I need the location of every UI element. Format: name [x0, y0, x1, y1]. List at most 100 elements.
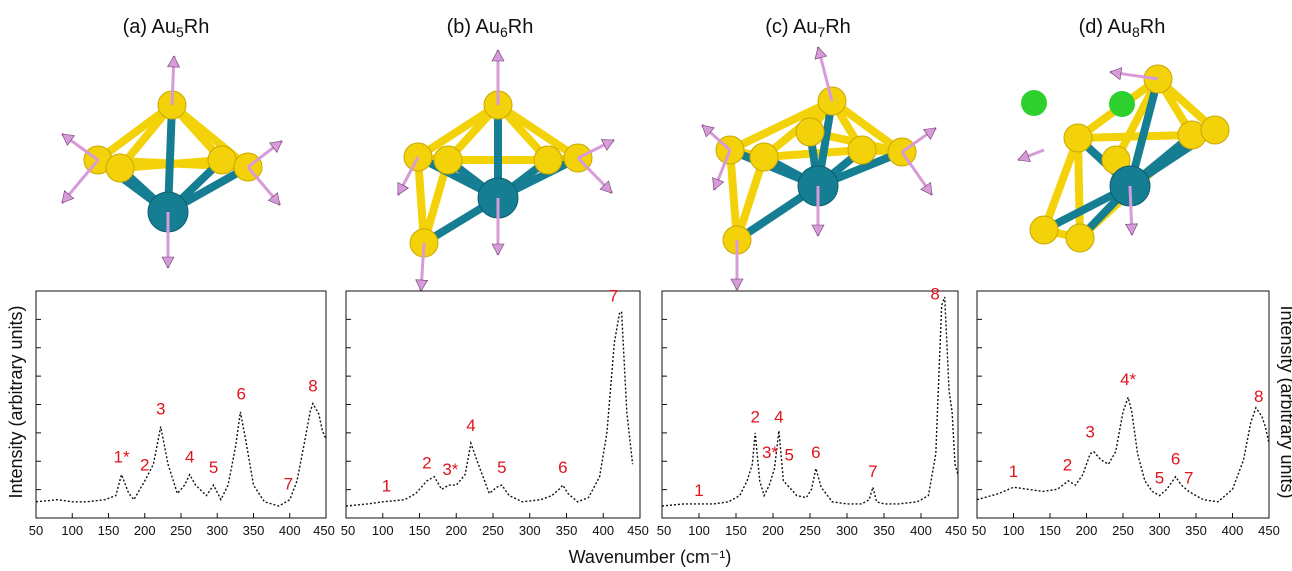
panel-title-c: (c) Au7Rh — [765, 16, 851, 40]
peak-label: 8 — [308, 376, 317, 395]
x-tick-label: 300 — [836, 523, 858, 538]
vibration-arrowhead — [1017, 149, 1031, 163]
x-tick-label: 100 — [1003, 523, 1025, 538]
x-tick-label: 450 — [313, 523, 335, 538]
vibration-arrowhead — [415, 279, 429, 292]
green-atom — [1109, 91, 1135, 117]
au-bond — [726, 97, 836, 154]
spectrum-line — [345, 310, 634, 507]
vibration-arrowhead — [269, 140, 283, 154]
x-tick-label: 200 — [762, 523, 784, 538]
vibration-arrowhead — [600, 139, 615, 151]
peak-label: 7 — [1184, 468, 1193, 487]
peak-label: 3* — [442, 460, 458, 479]
vibration-arrowhead — [730, 278, 744, 291]
x-tick-label: 300 — [519, 523, 541, 538]
x-tick-label: 350 — [873, 523, 895, 538]
peak-label: 7 — [868, 462, 877, 481]
x-tick-label: 50 — [29, 523, 43, 538]
au-bond — [1040, 134, 1082, 234]
spectrum-panel-a: 50 100 150 200 250 300 350 400 450 1* 2 3 45 6 7 8 — [29, 290, 335, 538]
x-tick-label: 400 — [592, 523, 614, 538]
au-atom — [105, 153, 135, 183]
vibration-arrowhead — [61, 190, 75, 204]
x-tick-label: 300 — [1149, 523, 1171, 538]
spectrum-line — [35, 401, 327, 507]
y-axis-label-right: Intensity (arbitrary units) — [1277, 305, 1292, 498]
peak-label: 2 — [1063, 456, 1072, 475]
x-tick-label: 50 — [972, 523, 986, 538]
vibration-arrowhead — [923, 127, 937, 140]
molecule-au7rh — [701, 46, 937, 291]
au-bond — [726, 146, 741, 244]
peak-label: 4 — [774, 408, 783, 427]
molecule-au6rh — [396, 49, 615, 292]
peak-label: 6 — [811, 443, 820, 462]
x-axis-label: Wavenumber (cm⁻¹) — [569, 547, 732, 567]
x-tick-label: 400 — [279, 523, 301, 538]
vibration-arrowhead — [161, 256, 175, 269]
x-tick-label: 450 — [945, 523, 967, 538]
au-atom — [207, 145, 237, 175]
peak-label: 1 — [694, 481, 703, 500]
x-tick-label: 300 — [206, 523, 228, 538]
x-tick-label: 100 — [688, 523, 710, 538]
vibration-arrowhead — [920, 182, 933, 196]
au-bond — [414, 101, 502, 161]
peak-label: 5 — [209, 458, 218, 477]
au-atom — [1063, 123, 1093, 153]
au-atom — [847, 135, 877, 165]
x-tick-label: 250 — [170, 523, 192, 538]
au-atom — [1200, 115, 1230, 145]
vibration-arrowhead — [599, 180, 613, 194]
peak-label: 1 — [1009, 462, 1018, 481]
spectrum-panel-d: 50 100 150 200 250 300 350 400 450 1 23 4* 567 8 — [972, 290, 1280, 538]
x-tick-label: 50 — [341, 523, 355, 538]
x-tick-label: 350 — [1185, 523, 1207, 538]
vibration-arrowhead — [1109, 67, 1123, 81]
vibration-arrowhead — [1125, 223, 1139, 236]
vibration-arrowhead — [701, 124, 715, 138]
x-tick-label: 100 — [372, 523, 394, 538]
vibration-arrowhead — [811, 224, 825, 237]
peak-label: 2 — [140, 456, 149, 475]
peak-label: 5 — [497, 458, 506, 477]
molecule-au5rh — [60, 55, 283, 269]
x-tick-label: 400 — [910, 523, 932, 538]
peak-label: 8 — [1254, 387, 1263, 406]
vibration-arrowhead — [712, 177, 725, 191]
x-tick-label: 450 — [627, 523, 649, 538]
peak-label: 4 — [466, 416, 475, 435]
au-atom — [1029, 215, 1059, 245]
peak-label: 8 — [930, 284, 939, 303]
peak-label: 3* — [762, 443, 778, 462]
au-atom — [795, 117, 825, 147]
vibration-arrowhead — [491, 243, 505, 256]
peak-label: 6 — [1171, 449, 1180, 468]
plot-frame — [661, 290, 959, 519]
x-tick-label: 350 — [556, 523, 578, 538]
au-atom — [533, 145, 563, 175]
peak-label: 6 — [558, 458, 567, 477]
spectrum-line — [976, 394, 1270, 503]
vibration-arrowhead — [61, 133, 75, 146]
x-tick-label: 450 — [1258, 523, 1280, 538]
peak-label: 1 — [382, 477, 391, 496]
plot-frame — [35, 290, 327, 519]
x-tick-label: 150 — [409, 523, 431, 538]
x-tick-label: 150 — [725, 523, 747, 538]
peak-label: 5 — [1155, 468, 1164, 487]
peak-label: 4* — [1120, 370, 1136, 389]
peak-label: 2 — [751, 408, 760, 427]
spectrum-panel-c: 50 100 150 200 250 300 350 400 450 23* 45 6 7 1 8 — [657, 284, 967, 538]
peak-label: 2 — [422, 454, 431, 473]
au-bond — [1074, 131, 1196, 142]
au-bond — [1074, 134, 1084, 242]
au-bond — [494, 101, 582, 162]
panel-title-a: (a) Au5Rh — [123, 16, 210, 40]
x-tick-label: 100 — [61, 523, 83, 538]
x-tick-label: 200 — [1076, 523, 1098, 538]
panel-title-d: (d) Au8Rh — [1079, 16, 1166, 40]
spectrum-line — [661, 296, 959, 507]
